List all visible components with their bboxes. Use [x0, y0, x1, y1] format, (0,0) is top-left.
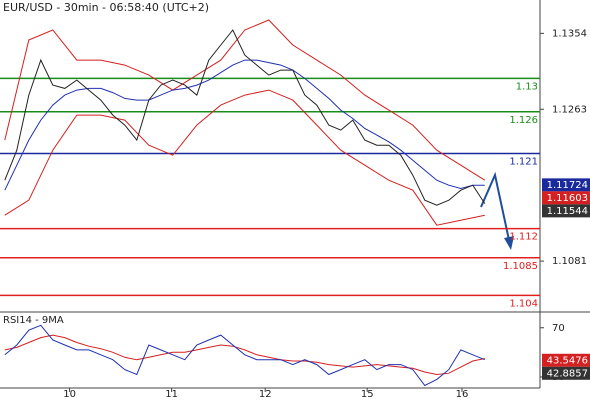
price-marker-label: 1.11544 [547, 206, 588, 217]
y-tick-label: 1.1354 [552, 28, 587, 39]
rsi-title: RSI14 - 9MA [3, 315, 64, 326]
y-tick-label: 1.1263 [552, 104, 587, 115]
price-marker-label: 1.11724 [547, 180, 588, 191]
level-label: 1.126 [509, 115, 538, 126]
x-tick-label: 16 [456, 389, 469, 400]
level-label: 1.104 [509, 298, 538, 309]
price-marker-label: 43.5476 [547, 355, 588, 366]
arrow-head [504, 236, 514, 250]
x-tick-label: 12 [259, 389, 272, 400]
price-marker [542, 366, 590, 380]
price-marker [542, 178, 590, 192]
forecast-arrow [480, 171, 514, 250]
level-label: 1.13 [516, 81, 538, 92]
level-label: 1.1085 [503, 261, 538, 272]
price-marker [542, 204, 590, 218]
y-tick-label: 1.1081 [552, 256, 587, 267]
x-tick-label: 15 [361, 389, 374, 400]
price-marker [542, 191, 590, 205]
price-marker [542, 353, 590, 367]
level-label: 1.121 [509, 156, 538, 167]
price-marker-label: 42.8857 [547, 368, 588, 379]
level-label: 1.112 [509, 232, 538, 243]
arrow-line [480, 171, 510, 241]
series-line [4, 334, 485, 376]
series-line [4, 324, 485, 387]
series-line [4, 19, 486, 181]
x-tick-label: 10 [63, 389, 76, 400]
chart-title: EUR/USD - 30min - 06:58:40 (UTC+2) [3, 1, 209, 14]
series-line [4, 29, 486, 206]
series-line [4, 59, 485, 191]
y-tick-label: 70 [552, 323, 565, 334]
price-marker-label: 1.11603 [547, 193, 588, 204]
series-line [4, 89, 485, 226]
x-tick-label: 11 [165, 389, 178, 400]
